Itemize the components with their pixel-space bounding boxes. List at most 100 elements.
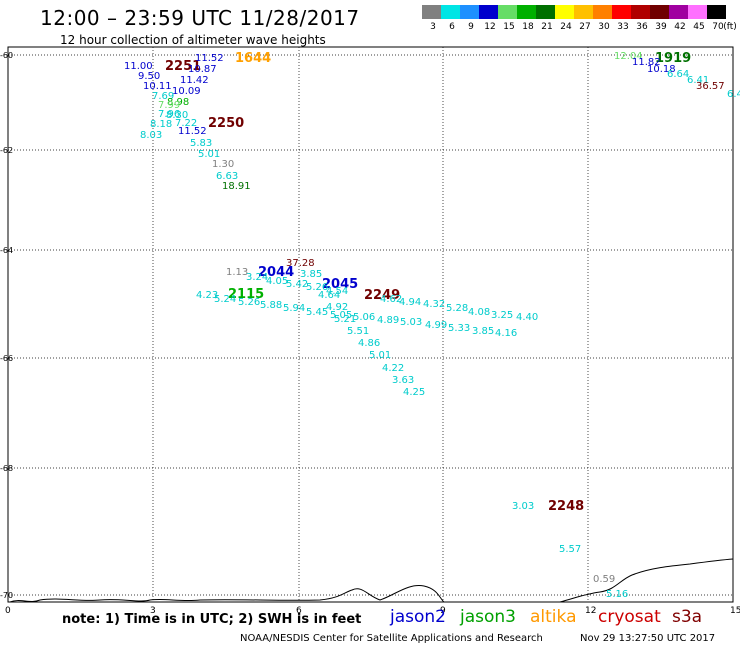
wave-height-value: 5.42 — [286, 279, 308, 290]
legend-swatch — [422, 5, 441, 19]
legend-label: 9 — [468, 22, 474, 32]
legend-label: 21 — [541, 22, 553, 32]
legend-label: 45 — [693, 22, 705, 32]
wave-height-value: 5.88 — [260, 300, 282, 311]
wave-height-value: 18.91 — [222, 181, 251, 192]
wave-height-value: 37.28 — [286, 258, 315, 269]
lon-tick-label: 0 — [5, 606, 11, 616]
wave-height-value: 7.22 — [175, 118, 197, 129]
wave-height-value: 5.01 — [198, 149, 220, 160]
wave-height-value: 5.24 — [214, 294, 236, 305]
wave-height-value: 4.25 — [403, 387, 425, 398]
legend-swatch — [555, 5, 574, 19]
legend-label: 6 — [449, 22, 455, 32]
wave-height-value: 3.63 — [392, 375, 414, 386]
lat-tick-label: -70 — [0, 591, 13, 600]
wave-height-value: 6.64 — [667, 69, 689, 80]
wave-height-value: 5.26 — [306, 282, 328, 293]
timestamp: Nov 29 13:27:50 UTC 2017 — [580, 633, 716, 644]
legend-swatch — [650, 5, 669, 19]
legend-swatch — [517, 5, 536, 19]
wave-height-value: 5.83 — [190, 138, 212, 149]
satellite-label-jason2: jason2 — [390, 607, 446, 627]
legend-unit: (ft) — [723, 22, 737, 32]
wave-height-value: 7.99 — [158, 100, 180, 111]
lon-tick-label: 12 — [585, 606, 596, 616]
credit-text: NOAA/NESDIS Center for Satellite Applica… — [240, 633, 543, 644]
wave-height-value: 11.52 — [195, 53, 224, 64]
legend-label: 33 — [617, 22, 629, 32]
wave-height-value: 8.03 — [140, 130, 162, 141]
legend-swatch — [593, 5, 612, 19]
lat-tick-label: -60 — [0, 51, 13, 60]
legend-swatch — [498, 5, 517, 19]
wave-height-value: 11.00 — [124, 61, 153, 72]
track-time-label: 2044 — [258, 265, 294, 280]
track-time-label: 2249 — [364, 288, 400, 303]
legend-swatch — [574, 5, 593, 19]
legend-label: 18 — [522, 22, 534, 32]
legend-swatch — [612, 5, 631, 19]
wave-height-value: 8.30 — [166, 110, 188, 121]
satellite-label-cryosat: cryosat — [598, 607, 661, 627]
wave-height-value: 9.50 — [138, 71, 160, 82]
legend-label: 39 — [655, 22, 667, 32]
track-time-label: 1644 — [235, 51, 271, 66]
wave-height-value: 3.85 — [300, 269, 322, 280]
legend-swatch — [536, 5, 555, 19]
page-title: 12:00 – 23:59 UTC 11/28/2017 — [40, 6, 360, 30]
legend-swatch — [479, 5, 498, 19]
wave-height-value: 5.06 — [353, 312, 375, 323]
wave-height-value: 3.03 — [512, 501, 534, 512]
map-frame — [7, 46, 734, 603]
legend-label: 12 — [484, 22, 496, 32]
wave-height-value: 3.85 — [472, 326, 494, 337]
satellite-label-jason3: jason3 — [460, 607, 516, 627]
track-time-label: 1919 — [655, 51, 691, 66]
wave-height-value: 1.30 — [212, 159, 234, 170]
wave-height-value: 36.57 — [696, 81, 725, 92]
wave-height-value: 11.42 — [180, 75, 209, 86]
wave-height-value: 0.59 — [593, 574, 615, 585]
legend-label: 3 — [430, 22, 436, 32]
wave-height-value: 4.08 — [468, 307, 490, 318]
track-time-label: 2248 — [548, 499, 584, 514]
wave-height-value: 5.45 — [306, 307, 328, 318]
legend-label: 70 — [712, 22, 724, 32]
wave-height-value: 5.94 — [283, 303, 305, 314]
wave-height-value: 4.64 — [318, 290, 340, 301]
lon-tick-label: 3 — [150, 606, 156, 616]
satellite-label-altika: altika — [530, 607, 577, 627]
track-time-label: 2251 — [165, 59, 201, 74]
wave-height-value: 4.94 — [399, 297, 421, 308]
wave-height-value: 8.18 — [150, 119, 172, 130]
lon-tick-label: 9 — [440, 606, 446, 616]
wave-height-value: 4.05 — [266, 276, 288, 287]
lat-tick-label: -64 — [0, 246, 13, 255]
wave-height-value: 5.01 — [369, 350, 391, 361]
track-time-label: 2115 — [228, 287, 264, 302]
wave-height-value: 7.69 — [152, 91, 174, 102]
wave-height-value: 4.40 — [516, 312, 538, 323]
wave-height-value: 11.82 — [632, 57, 661, 68]
legend-label: 15 — [503, 22, 515, 32]
wave-height-value: 5.57 — [559, 544, 581, 555]
legend-swatch — [688, 5, 707, 19]
legend-label: 27 — [579, 22, 591, 32]
wave-height-value: 4.99 — [425, 320, 447, 331]
lon-tick-label: 15 — [730, 606, 740, 616]
wave-height-value: 10.18 — [647, 64, 676, 75]
wave-height-value: 4.54 — [326, 286, 348, 297]
wave-height-value: 11.52 — [178, 126, 207, 137]
legend-label: 24 — [560, 22, 572, 32]
legend-swatch — [707, 5, 726, 19]
wave-height-value: 5.33 — [448, 323, 470, 334]
wave-height-value: 6.63 — [216, 171, 238, 182]
wave-height-value: 5.51 — [347, 326, 369, 337]
lat-tick-label: -62 — [0, 146, 13, 155]
lat-tick-label: -66 — [0, 354, 13, 363]
wave-height-value: 5.26 — [238, 297, 260, 308]
wave-height-value: 4.22 — [382, 363, 404, 374]
lat-tick-label: -68 — [0, 464, 13, 473]
